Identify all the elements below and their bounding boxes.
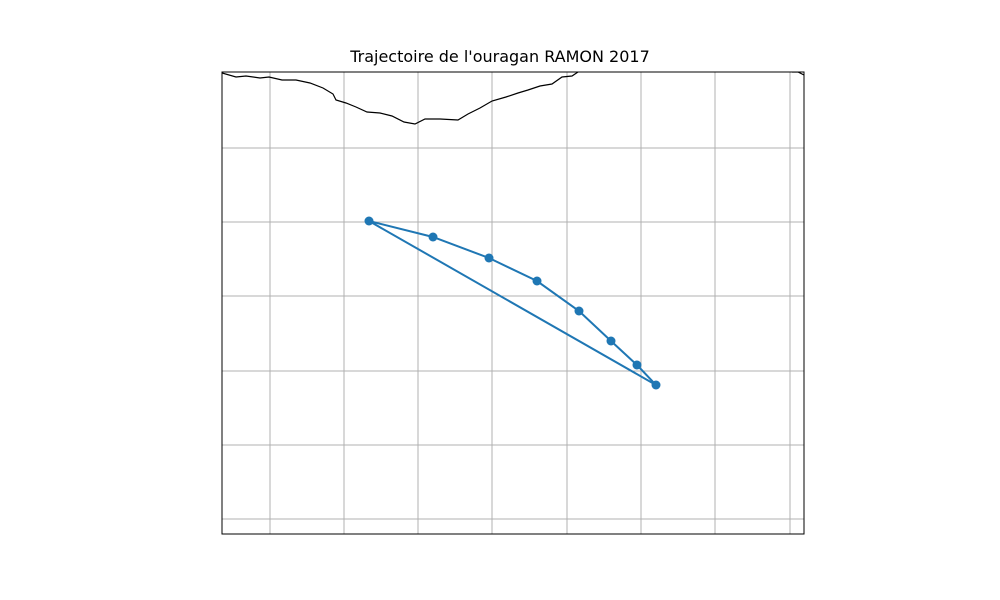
track-point	[632, 360, 642, 370]
graticule	[222, 72, 804, 534]
track-point	[428, 232, 438, 242]
track-point	[651, 380, 661, 390]
coastline-east	[792, 72, 804, 76]
coastline	[222, 72, 579, 125]
track-line	[368, 220, 657, 386]
map-title: Trajectoire de l'ouragan RAMON 2017	[350, 47, 650, 66]
track-point	[484, 253, 494, 263]
track-point	[574, 306, 584, 316]
map-frame	[221, 71, 805, 535]
hurricane-track	[364, 216, 661, 390]
track-point	[364, 216, 374, 226]
track-point	[532, 276, 542, 286]
track-point	[606, 336, 616, 346]
